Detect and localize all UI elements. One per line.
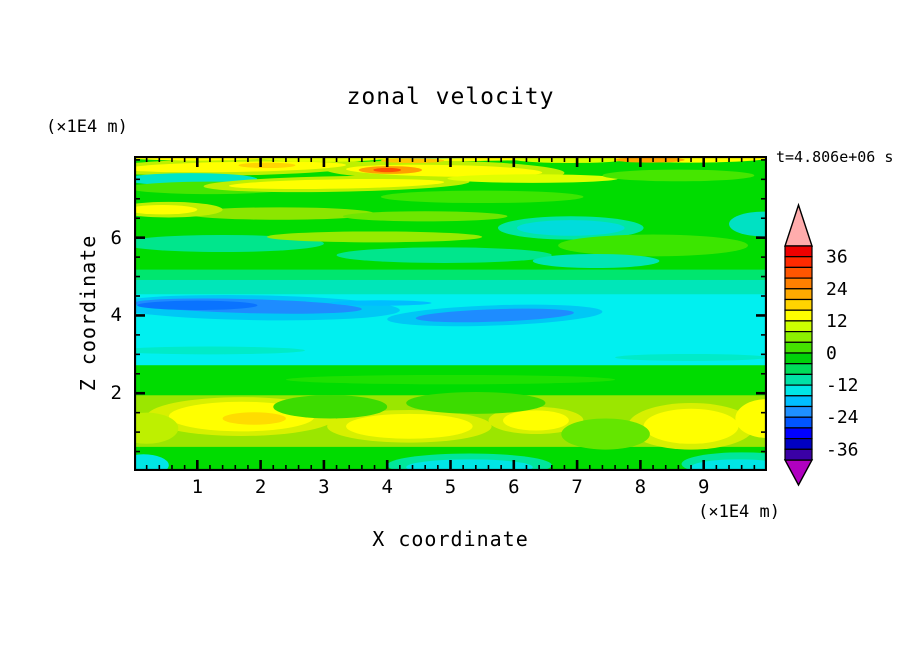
contour-lens: [503, 410, 569, 431]
y-tick-labels: 2 4 6: [84, 156, 122, 471]
y-tick-label: 4: [110, 304, 122, 327]
y-tick-label: 6: [110, 226, 122, 249]
contour-lens: [406, 392, 546, 414]
contour-lens: [615, 353, 767, 361]
x-tick-label: 5: [444, 476, 457, 498]
time-annotation: t=4.806e+06 s: [776, 148, 894, 166]
colorbar-label: -36: [826, 439, 859, 460]
contour-lens: [516, 220, 625, 236]
contour-lens: [336, 247, 552, 263]
colorbar-segment: [784, 245, 813, 258]
contour-plot: [134, 156, 767, 471]
x-tick-label: 3: [318, 476, 330, 498]
contour-lens: [346, 413, 473, 439]
colorbar-arrow-high: [784, 202, 813, 247]
contour-stripe: [134, 269, 767, 280]
colorbar-segment: [784, 320, 813, 333]
x-tick-label: 1: [191, 476, 204, 498]
colorbar-segment: [784, 277, 813, 290]
colorbar-label: 24: [826, 279, 848, 300]
x-tick-label: 2: [254, 476, 267, 498]
x-tick-label: 6: [508, 476, 520, 498]
contour-lens: [447, 174, 619, 183]
x-tick-label: 4: [381, 476, 393, 498]
colorbar-segment: [784, 416, 813, 429]
colorbar-segment: [784, 352, 813, 365]
colorbar-label: 36: [826, 247, 848, 268]
contour-lens: [137, 300, 258, 310]
x-tick-label: 8: [634, 476, 647, 498]
colorbar-segment: [784, 427, 813, 440]
colorbar-label: -24: [826, 407, 859, 428]
contour-lens: [380, 190, 584, 204]
contour-lens: [266, 231, 483, 243]
colorbar-label: 12: [826, 311, 848, 332]
contour-lens: [342, 211, 508, 222]
y-tick-label: 2: [110, 382, 122, 405]
colorbar-segment: [784, 256, 813, 269]
contour-lens: [238, 162, 296, 169]
contour-lens: [184, 207, 375, 220]
colorbar: 36 24 12 0 -12 -24 -36: [783, 202, 859, 487]
contour-lens: [273, 395, 388, 419]
contour-lens: [134, 205, 198, 215]
x-tick-labels: 1 2 3 4 5 6 7 8 9: [134, 476, 767, 500]
colorbar-segment: [784, 309, 813, 322]
colorbar-segment: [784, 405, 813, 418]
contour-field: [134, 156, 767, 471]
colorbar-label: 0: [826, 343, 837, 364]
contour-lens: [615, 157, 685, 163]
contour-lens: [134, 346, 305, 355]
contour-lens: [134, 412, 179, 444]
contour-lens: [228, 178, 445, 190]
contour-lens: [561, 418, 650, 450]
contour-lens: [415, 308, 574, 323]
colorbar-segment: [784, 363, 813, 375]
x-axis-title: X coordinate: [372, 527, 529, 551]
y-axis-unit-label: (×1E4 m): [46, 117, 128, 137]
colorbar-label: -12: [826, 375, 859, 396]
contour-lens: [558, 234, 749, 257]
plot-border: [134, 156, 767, 471]
contour-lens: [330, 300, 432, 306]
x-axis-unit-label: (×1E4 m): [698, 502, 780, 522]
contour-lens: [532, 254, 660, 268]
colorbar-segment: [784, 384, 813, 397]
colorbar-segment: [784, 438, 813, 450]
x-tick-label: 7: [571, 476, 583, 498]
contour-lens: [134, 234, 324, 253]
contour-lens: [602, 169, 755, 182]
colorbar-segment: [784, 298, 813, 311]
contour-lens: [729, 211, 767, 237]
colorbar-segment: [784, 341, 813, 354]
colorbar-segment: [784, 395, 813, 408]
colorbar-segment: [784, 266, 813, 279]
colorbar-segment: [784, 373, 813, 386]
contour-lens: [285, 374, 616, 385]
colorbar-segment: [784, 448, 813, 461]
contour-lens: [222, 412, 286, 425]
contour-stripe: [134, 279, 767, 295]
y-axis-title: Z coordinate: [76, 234, 100, 392]
contour-lens: [643, 408, 739, 444]
colorbar-arrow-low: [783, 459, 814, 487]
contour-lens: [735, 399, 767, 438]
colorbar-segment: [784, 288, 813, 301]
chart-title: zonal velocity: [346, 84, 555, 110]
colorbar-segment: [784, 331, 813, 343]
contour-lens: [373, 167, 402, 173]
x-tick-label: 9: [697, 476, 710, 498]
